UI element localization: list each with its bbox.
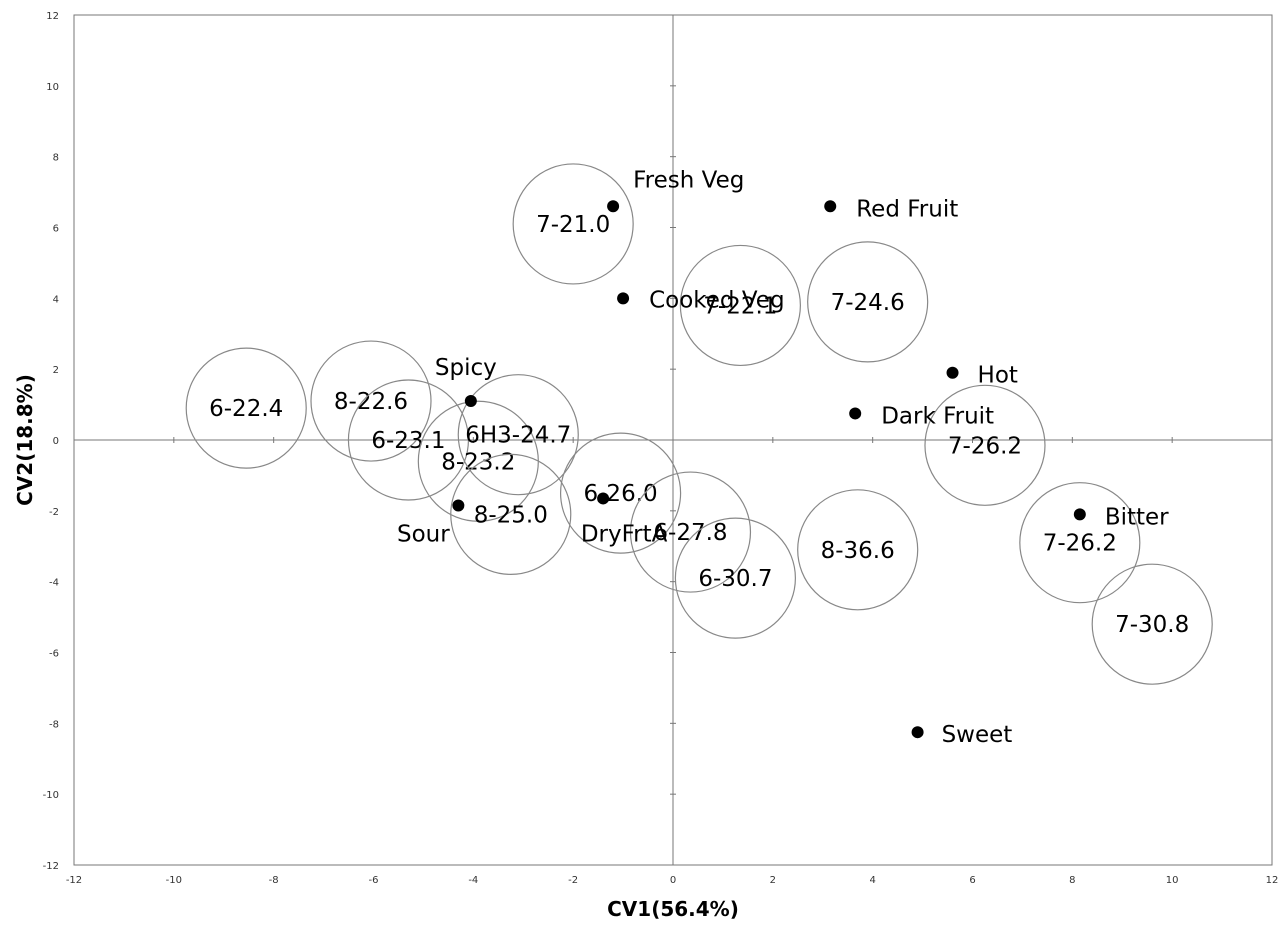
sample-circle — [797, 489, 919, 611]
x-tick-label: 12 — [1266, 875, 1279, 886]
sample-circle — [674, 517, 796, 639]
sample-circle — [924, 384, 1046, 506]
sample-circle — [450, 453, 572, 575]
attribute-label: Cooked Veg — [649, 287, 784, 313]
sample-circle — [347, 379, 470, 501]
attribute-label: Red Fruit — [856, 196, 958, 222]
x-tick-label: -4 — [468, 875, 478, 886]
x-tick-label: 8 — [1069, 875, 1075, 886]
y-axis-title: CV2(18.8%) — [13, 374, 37, 506]
y-tick-label: 8 — [53, 153, 59, 164]
attribute-label: Fresh Veg — [633, 167, 744, 193]
sample-circle — [559, 432, 682, 554]
y-tick-label: -4 — [49, 578, 59, 589]
sample-circle — [1091, 563, 1213, 685]
attribute-point — [452, 499, 465, 512]
sample-circle — [512, 163, 634, 285]
y-tick-label: 10 — [46, 82, 59, 93]
sample-label: 6-22.4 — [209, 396, 283, 422]
x-tick-label: 0 — [670, 875, 676, 886]
y-tick-label: 4 — [53, 294, 59, 305]
sample-circles: 6-22.4 8-22.66-23.18-23.26H3-24.78-25.07-… — [185, 163, 1213, 685]
x-tick-label: -12 — [66, 875, 82, 886]
attribute-point — [824, 200, 837, 213]
x-tick-label: 2 — [770, 875, 776, 886]
sample-label: 7-24.6 — [831, 290, 905, 316]
y-tick-label: -8 — [49, 719, 59, 730]
y-tick-label: 2 — [53, 365, 59, 376]
y-tick-label: -10 — [43, 790, 59, 801]
attribute-points: Fresh Veg Red Fruit Cooked Veg Spicy Hot Dark… — [397, 167, 1169, 748]
attribute-point — [849, 407, 862, 420]
attribute-point — [607, 200, 620, 213]
attribute-label: DryFrtA — [581, 521, 668, 547]
sample-label: 7-26.2 — [948, 433, 1022, 459]
attribute-point — [911, 726, 924, 739]
y-tick-label: 0 — [53, 436, 59, 447]
y-tick-label: 6 — [53, 224, 59, 235]
attribute-point — [946, 366, 959, 379]
sample-label: 6-30.7 — [698, 566, 772, 592]
x-tick-label: -10 — [166, 875, 182, 886]
sample-label: 6-27.8 — [653, 520, 727, 546]
sample-label: 8-36.6 — [821, 538, 895, 564]
attribute-point — [464, 395, 477, 408]
x-tick-label: 4 — [869, 875, 875, 886]
x-tick-label: 6 — [969, 875, 975, 886]
sample-circle — [185, 347, 307, 469]
x-tick-label: -2 — [568, 875, 578, 886]
sample-label: 6-26.0 — [584, 481, 658, 507]
attribute-label: Dark Fruit — [881, 403, 994, 429]
sample-circle — [457, 374, 579, 496]
attribute-label: Hot — [978, 363, 1018, 389]
x-axis-title: CV1(56.4%) — [607, 897, 739, 921]
x-tick-label: -8 — [269, 875, 279, 886]
y-tick-label: -2 — [49, 507, 59, 518]
sample-circle — [807, 241, 929, 363]
axes — [73, 14, 1273, 866]
sample-label: 8-25.0 — [474, 502, 548, 528]
attribute-label: Spicy — [435, 355, 497, 381]
sample-label: 7-22.1 — [703, 293, 777, 319]
x-tick-label: 10 — [1166, 875, 1179, 886]
attribute-label: Sour — [397, 522, 450, 548]
attribute-point — [1073, 508, 1086, 521]
tick-labels: -12 -10 -8 -6 -4 -2 0 2 4 6 8 10 12 -12 -10 -8 -6 -4 -2 0 2 4… — [43, 11, 1279, 886]
attribute-point — [597, 492, 610, 505]
sample-label: 7-21.0 — [536, 212, 610, 238]
attribute-point — [617, 292, 630, 305]
sample-label: 8-23.2 — [441, 449, 515, 475]
sample-circle — [1019, 482, 1141, 604]
sample-label: 6H3-24.7 — [465, 423, 571, 449]
y-tick-label: 12 — [46, 11, 59, 22]
sample-label: 7-26.2 — [1043, 531, 1117, 557]
sample-circle — [310, 340, 432, 462]
attribute-label: Bitter — [1105, 504, 1169, 530]
attribute-label: Sweet — [942, 722, 1013, 748]
sample-label: 7-30.8 — [1115, 612, 1189, 638]
sample-circle — [679, 244, 801, 367]
sample-label: 6-23.1 — [371, 428, 445, 454]
sample-circle — [629, 471, 752, 593]
y-tick-label: -6 — [49, 649, 59, 660]
x-tick-label: -6 — [369, 875, 379, 886]
y-tick-label: -12 — [43, 861, 59, 872]
